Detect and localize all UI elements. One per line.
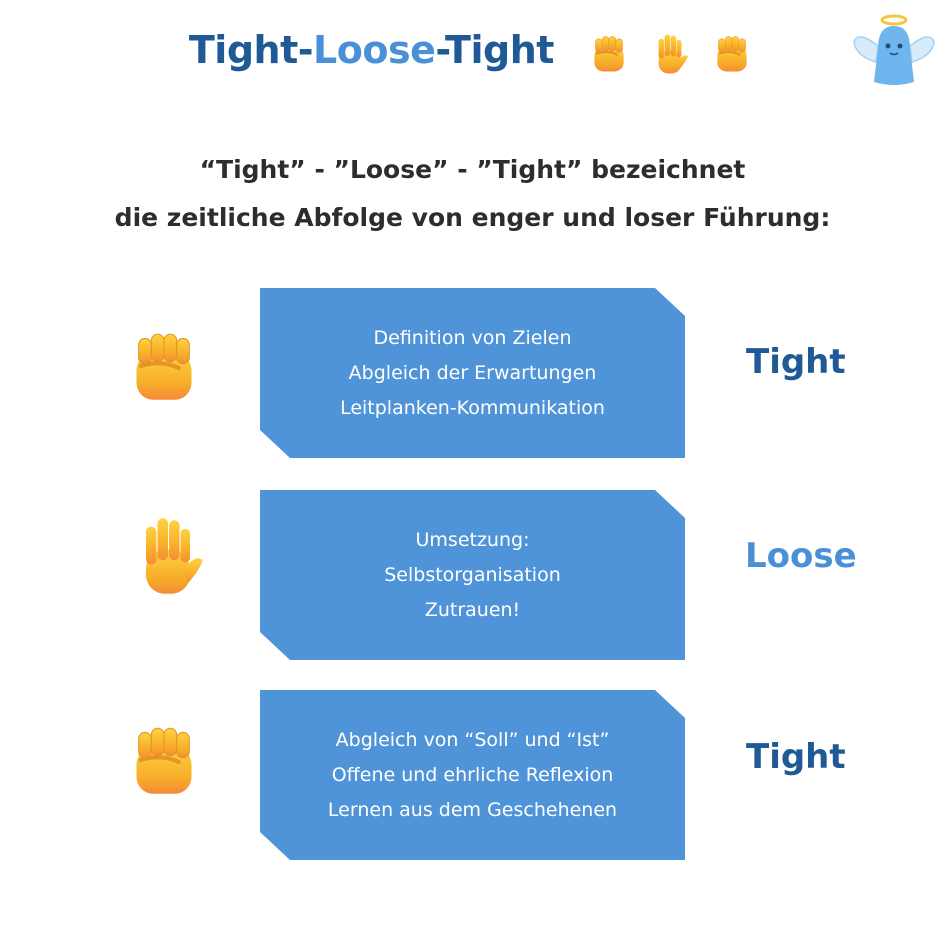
title-emoji-row [585,29,756,76]
step-1-line-2: Abgleich der Erwartungen [348,361,597,384]
subtitle: “Tight” - ”Loose” - ”Tight” bezeichnet d… [0,146,945,242]
raised-hand-icon [130,514,206,598]
step-3-line-1: Abgleich von “Soll” und “Ist” [335,728,610,751]
title-tight-2: Tight [445,28,554,72]
step-2-label: Loose [745,536,857,576]
step-3-line-2: Offene und ehrliche Reflexion [331,763,614,786]
step-2-line-2: Selbstorganisation [384,563,561,586]
step-3-label: Tight [746,737,846,777]
page-title: Tight-Loose-Tight [0,28,945,76]
fist-icon [130,330,198,404]
fist-icon [591,34,627,74]
step-1-line-1: Definition von Zielen [373,326,572,349]
title-loose: Loose [313,28,436,72]
step-box-2: Umsetzung: Selbstorganisation Zutrauen! [260,490,685,660]
raised-hand-icon [651,32,689,76]
subtitle-line-1: “Tight” - ”Loose” - ”Tight” bezeichnet [199,155,746,184]
step-box-1: Definition von Zielen Abgleich der Erwar… [260,288,685,458]
title-tight-1: Tight [188,28,298,72]
step-2-line-3: Zutrauen! [424,598,521,621]
angel-icon [853,14,935,85]
subtitle-line-2: die zeitliche Abfolge von enger und lose… [114,203,831,232]
fist-icon [130,724,198,798]
step-3-line-3: Lernen aus dem Geschehenen [327,798,618,821]
step-1-label: Tight [746,342,846,382]
title-separator-2: - [435,28,446,72]
step-1-line-3: Leitplanken-Kommunikation [340,396,605,419]
title-separator-1: - [297,28,314,72]
step-box-3: Abgleich von “Soll” und “Ist” Offene und… [260,690,685,860]
step-2-line-1: Umsetzung: [415,528,530,551]
fist-icon [714,34,750,74]
